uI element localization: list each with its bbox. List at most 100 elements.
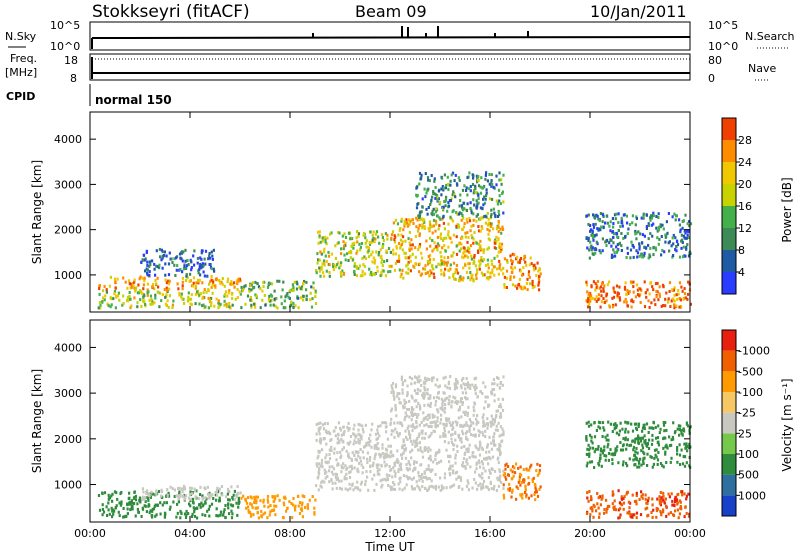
power-cell (234, 297, 237, 301)
velocity-cell (375, 437, 378, 441)
power-cell (487, 232, 490, 236)
velocity-cell (361, 471, 364, 475)
velocity-cell (464, 466, 467, 470)
velocity-cell (440, 413, 443, 417)
velocity-cell (210, 502, 214, 506)
velocity-cell (376, 431, 380, 435)
velocity-cell (439, 476, 442, 480)
velocity-cell (441, 400, 444, 404)
power-cell (189, 258, 192, 262)
power-cell (418, 232, 421, 236)
power-cell (471, 173, 474, 177)
velocity-cell (101, 492, 104, 495)
power-cell (174, 274, 177, 277)
velocity-cell (423, 393, 426, 397)
velocity-cell (472, 455, 475, 459)
velocity-cell (486, 486, 489, 489)
velocity-cell (194, 489, 197, 493)
power-cell (614, 254, 617, 258)
power-cell (588, 256, 591, 260)
velocity-cell (371, 464, 375, 468)
power-cell (432, 267, 435, 271)
power-cell (608, 241, 611, 245)
power-cell (497, 188, 501, 192)
power-cell (237, 279, 240, 283)
velocity-cell (110, 494, 113, 498)
velocity-cell (658, 501, 661, 505)
velocity-cell (169, 505, 172, 509)
velocity-cell (437, 396, 441, 400)
velocity-cell (427, 449, 430, 453)
power-cell (423, 267, 427, 271)
power-cell (687, 280, 690, 284)
velocity-cell (319, 441, 322, 445)
velocity-cell (429, 458, 432, 462)
power-cell (355, 251, 358, 255)
power-cell (450, 197, 453, 201)
velocity-cell (625, 443, 629, 447)
power-colorbar-segment (722, 118, 736, 140)
power-cell (259, 287, 262, 290)
power-cell (654, 303, 657, 307)
velocity-cell (457, 416, 460, 420)
power-cell (432, 224, 435, 228)
power-cell (425, 207, 428, 211)
power-cell (212, 248, 215, 252)
velocity-cell (499, 474, 502, 478)
power-cell (647, 256, 650, 260)
velocity-cell (420, 420, 423, 424)
velocity-cell (259, 499, 262, 503)
velocity-cell (313, 511, 316, 515)
velocity-cell (394, 427, 397, 431)
power-cell (256, 282, 259, 286)
power-cell (687, 230, 690, 234)
velocity-cell (587, 420, 590, 424)
power-cell (603, 300, 606, 304)
power-cell (403, 224, 406, 228)
velocity-cell (412, 407, 415, 411)
velocity-cell (606, 445, 609, 449)
velocity-cell (187, 496, 191, 500)
power-cell (617, 212, 620, 216)
velocity-cell (622, 496, 625, 500)
velocity-cell (145, 510, 148, 514)
power-cell (198, 293, 201, 297)
velocity-cell (233, 497, 236, 501)
velocity-cell (223, 508, 226, 512)
velocity-cell (235, 495, 238, 499)
velocity-cell (644, 439, 647, 442)
power-cell (322, 274, 326, 278)
velocity-cell (620, 448, 623, 452)
power-cell (415, 186, 418, 190)
velocity-cell (411, 469, 415, 473)
velocity-cell (227, 503, 230, 507)
velocity-cell (486, 445, 489, 449)
velocity-cell (345, 472, 348, 476)
velocity-cell (165, 501, 168, 505)
velocity-cell (419, 389, 422, 393)
velocity-cell (341, 448, 344, 452)
power-cell (129, 286, 132, 290)
power-cell (181, 259, 184, 263)
power-cell (673, 212, 676, 216)
velocity-cell (331, 487, 334, 491)
velocity-cell (385, 463, 388, 467)
power-cell (199, 263, 202, 267)
velocity-cell (394, 385, 398, 389)
power-cell (146, 288, 149, 292)
power-cell (677, 292, 680, 296)
power-cell (397, 259, 401, 263)
velocity-cell (328, 465, 331, 469)
power-cell (373, 240, 376, 244)
velocity-cell (337, 421, 340, 425)
velocity-cell (516, 487, 520, 490)
power-cell (362, 233, 365, 237)
velocity-cell (393, 487, 397, 491)
power-cell (167, 273, 171, 277)
velocity-cell (538, 468, 541, 472)
velocity-cell (330, 478, 333, 481)
velocity-cell (353, 439, 356, 443)
velocity-cell (176, 511, 179, 515)
velocity-cell (486, 443, 489, 447)
velocity-cell (403, 443, 406, 447)
